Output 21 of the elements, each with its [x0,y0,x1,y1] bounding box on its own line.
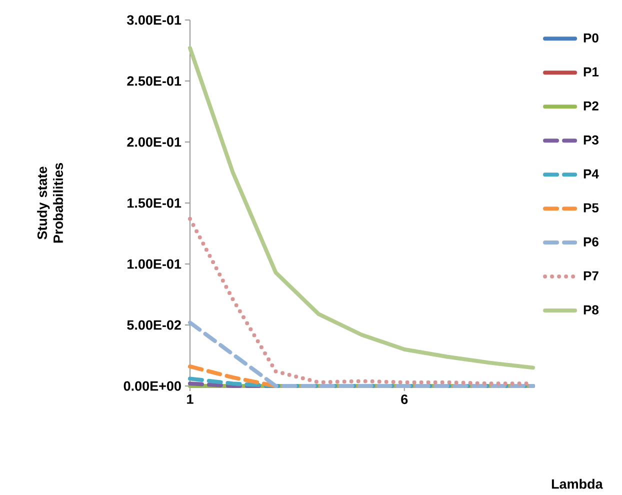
legend-label: P0 [584,33,598,43]
legend-label: P3 [584,135,598,145]
y-tick-label: 3.00E-01 [127,15,182,25]
legend-label: P6 [584,237,598,246]
x-tick-label: 1 [187,394,194,404]
y-tick-label: 1.00E-01 [128,259,182,269]
line-series [188,46,535,370]
legend-label: P5 [584,203,599,212]
y-tick-label: 1.50E-01 [128,198,182,208]
y-tick-label: 0.00E+00 [124,381,181,391]
legend-label: P7 [584,271,598,280]
legend-label: P1 [584,67,599,76]
y-tick-label: 2.50E-01 [127,76,182,86]
y-axis-title: Study state Probabilities [37,163,63,243]
legend-label: P8 [584,305,599,314]
y-tick-label: 2.00E-01 [127,137,182,147]
text: Lambda [552,478,603,489]
y-tick-label: 5.00E-02 [127,320,181,330]
legend-label: P4 [584,169,599,178]
x-tick-label: 6 [401,394,408,404]
legend-label: P2 [584,101,598,110]
